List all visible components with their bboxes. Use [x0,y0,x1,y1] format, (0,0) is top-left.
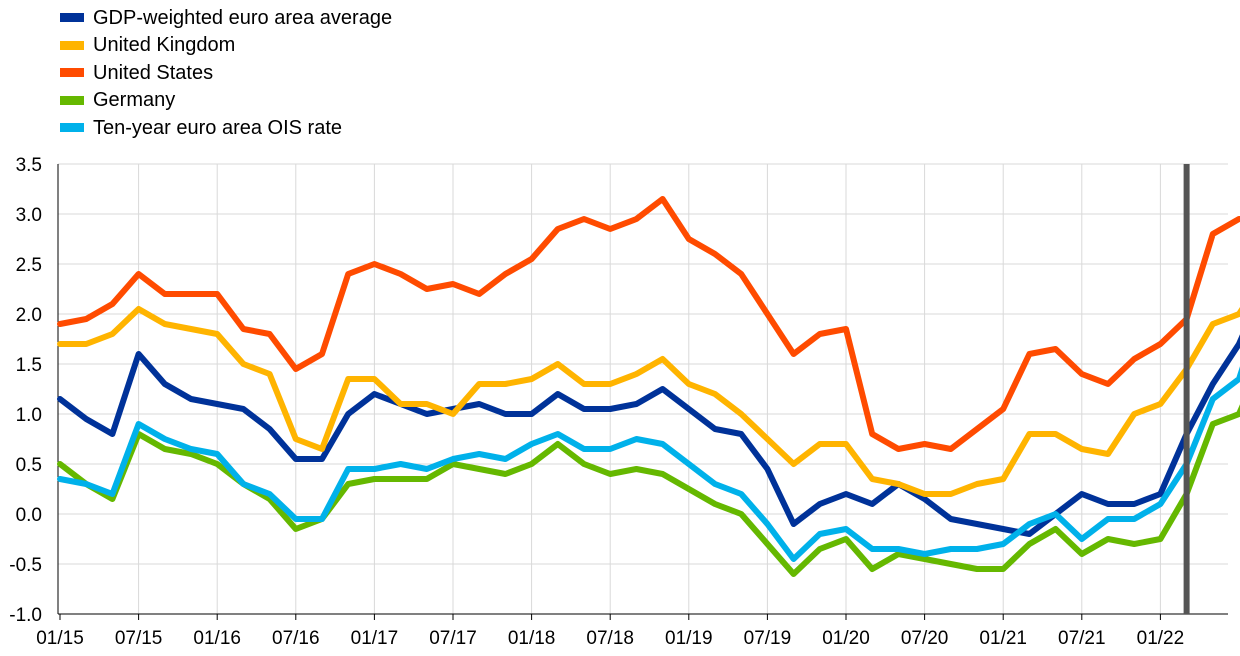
y-tick-label: 0.0 [16,505,42,526]
y-tick-label: -0.5 [9,555,42,576]
x-tick-label: 07/18 [586,628,634,649]
y-tick-label: 0.5 [16,455,42,476]
series-line-1 [57,334,1240,537]
y-tick-label: -1.0 [9,605,42,626]
series-line-3 [57,196,1240,452]
legend-label: United Kingdom [93,34,236,57]
legend-item: Germany [60,87,392,115]
x-tick-label: 07/16 [272,628,320,649]
x-tick-label: 07/19 [744,628,792,649]
x-tick-label: 07/15 [115,628,163,649]
series-line-4 [57,404,1240,577]
series-line-2 [57,306,1240,497]
legend-item: United States [60,59,392,87]
legend-swatch [60,68,84,78]
y-tick-label: 1.5 [16,355,42,376]
x-tick-label: 07/17 [429,628,477,649]
y-tick-label: 3.0 [16,205,42,226]
x-tick-label: 01/18 [508,628,556,649]
chart-legend: GDP-weighted euro area average United Kin… [60,4,392,142]
x-tick-label: 01/16 [193,628,241,649]
legend-label: Ten-year euro area OIS rate [93,116,343,139]
x-tick-label: 01/19 [665,628,713,649]
legend-item: Ten-year euro area OIS rate [60,114,392,142]
x-tick-label: 01/20 [822,628,870,649]
y-tick-label: 2.0 [16,305,42,326]
x-tick-label: 01/15 [36,628,84,649]
x-tick-label: 01/17 [351,628,399,649]
series-line-5 [57,366,1240,562]
y-tick-label: 1.0 [16,405,42,426]
legend-item: GDP-weighted euro area average [60,4,392,32]
legend-swatch [60,95,84,105]
x-tick-label: 07/21 [1058,628,1106,649]
x-tick-label: 01/21 [979,628,1027,649]
legend-swatch [60,13,84,23]
legend-label: GDP-weighted euro area average [93,6,393,29]
legend-swatch [60,123,84,133]
x-tick-label: 01/22 [1137,628,1185,649]
y-tick-label: 3.5 [16,155,42,176]
legend-item: United Kingdom [60,32,392,60]
y-tick-label: 2.5 [16,255,42,276]
legend-label: Germany [93,89,176,112]
x-tick-label: 07/20 [901,628,949,649]
legend-label: United States [93,61,214,84]
legend-swatch [60,40,84,50]
